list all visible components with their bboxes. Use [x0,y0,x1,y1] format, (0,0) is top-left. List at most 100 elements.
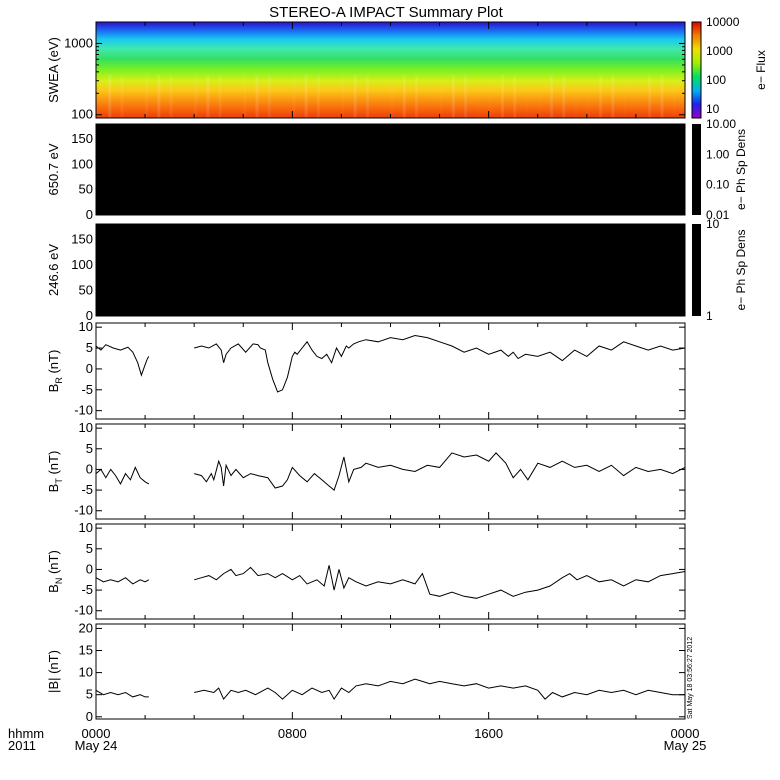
swea-texture [157,74,161,118]
y-tick-label: -10 [74,603,93,618]
swea-texture [316,74,320,118]
pad-heatmap-pad650 [96,124,685,215]
swea-texture [648,74,652,118]
x-tick-sublabel: May 25 [664,738,707,753]
swea-texture [243,74,247,118]
swea-texture [280,75,283,118]
swea-texture [255,74,259,118]
y-tick-label: 100 [71,257,93,272]
x-tick-label: 0000 [671,726,700,741]
y-tick-label: 150 [71,131,93,146]
colorbar-tick-label: 10.00 [706,117,736,131]
series-line-br-0 [95,344,150,377]
swea-texture [562,74,566,118]
colorbar [691,21,702,119]
y-axis-label-main: B [46,384,61,393]
swea-texture [402,74,406,118]
swea-texture [673,75,676,118]
swea-texture [304,74,308,118]
swea-texture [391,75,394,118]
swea-texture [145,74,149,118]
x-tick-label: 0000 [82,726,111,741]
swea-texture [476,75,479,118]
swea-texture [341,75,344,118]
y-tick-label: 150 [71,231,93,246]
series-line-bn-1 [194,565,686,599]
swea-texture [550,74,554,118]
swea-texture [206,74,210,118]
swea-texture [169,74,173,118]
y-tick-label: 10 [79,319,93,334]
y-tick-label: 0 [86,361,93,376]
swea-texture [464,74,468,118]
y-axis-label-main: B [46,484,61,493]
swea-texture [513,74,517,118]
y-axis-label: 246.6 eV [46,244,61,296]
y-tick-label: -10 [74,503,93,518]
y-axis-label-unit: (nT) [46,550,61,577]
swea-texture [365,74,369,118]
swea-texture [611,74,615,118]
y-axis-label-sub: T [54,478,64,484]
colorbar-label: e− Ph Sp Dens [734,229,748,310]
swea-texture [120,74,124,118]
x-axis-row1-label: hhmm [8,726,44,741]
y-tick-label: 20 [79,620,93,635]
swea-texture [427,75,430,118]
y-tick-label: 0 [86,207,93,222]
y-axis-label: 650.7 eV [46,143,61,195]
y-tick-label: 50 [79,182,93,197]
swea-texture [378,75,381,118]
colorbar-tick-label: 10000 [706,15,740,29]
y-tick-label: 50 [79,282,93,297]
x-tick-label: 1600 [474,726,503,741]
swea-texture [353,74,357,118]
swea-texture [599,74,603,118]
y-axis-label: SWEA (eV) [46,37,61,103]
date-stamp: Sat May 18 03:56:27 2012 [687,637,694,719]
swea-texture [292,74,296,118]
panel-br: -10 -5 0 5 10 BR (nT) [46,319,686,420]
swea-texture [636,75,639,118]
y-tick-label: -5 [81,382,93,397]
colorbar-tick-label: 1000 [706,44,733,58]
swea-texture [587,75,590,118]
y-axis-label: BN (nT) [46,550,64,593]
y-tick-label: 1000 [64,35,93,50]
colorbar-tick-label: 0.10 [706,178,730,192]
x-tick-sublabel: May 24 [75,738,118,753]
y-tick-label: 0 [86,561,93,576]
colorbar-tick-label: 100 [706,73,726,87]
panel-pad650: 0.01 0.10 1.00 10.00e− Ph Sp Dens 0 50 100 150 6… [46,117,748,222]
swea-texture [660,74,664,118]
swea-texture [194,74,198,118]
swea-texture [231,75,234,118]
colorbar-tick-label: 0.01 [706,208,730,222]
y-tick-label: 10 [79,665,93,680]
y-tick-label: 5 [86,687,93,702]
colorbar-pad650 [692,124,701,215]
swea-texture [218,74,222,118]
panel-bt: -10 -5 0 5 10 BT (nT) [46,420,686,520]
pad-heatmap-pad246 [96,224,685,316]
y-axis-label-main: B [46,584,61,593]
y-tick-label: 0 [86,709,93,724]
swea-texture [624,75,627,118]
panel-pad246: 1 10 e− Ph Sp Dens 0 50 100 150 246.6 eV [46,217,748,323]
colorbar-tick-label: 1.00 [706,147,730,161]
y-axis-label-unit: (nT) [46,350,61,377]
y-axis-label-sub: N [54,578,64,585]
series-line-bt-0 [95,466,150,485]
y-tick-label: 0 [86,308,93,323]
y-tick-label: 0 [86,461,93,476]
y-tick-label: 5 [86,340,93,355]
y-axis-label-sub: R [54,377,64,384]
series-line-bmag-0 [95,689,149,698]
colorbar-label: e− Flux [754,50,768,90]
swea-texture [500,74,504,118]
y-tick-label: -5 [81,582,93,597]
swea-texture [440,75,443,118]
x-tick-label: 0800 [278,726,307,741]
